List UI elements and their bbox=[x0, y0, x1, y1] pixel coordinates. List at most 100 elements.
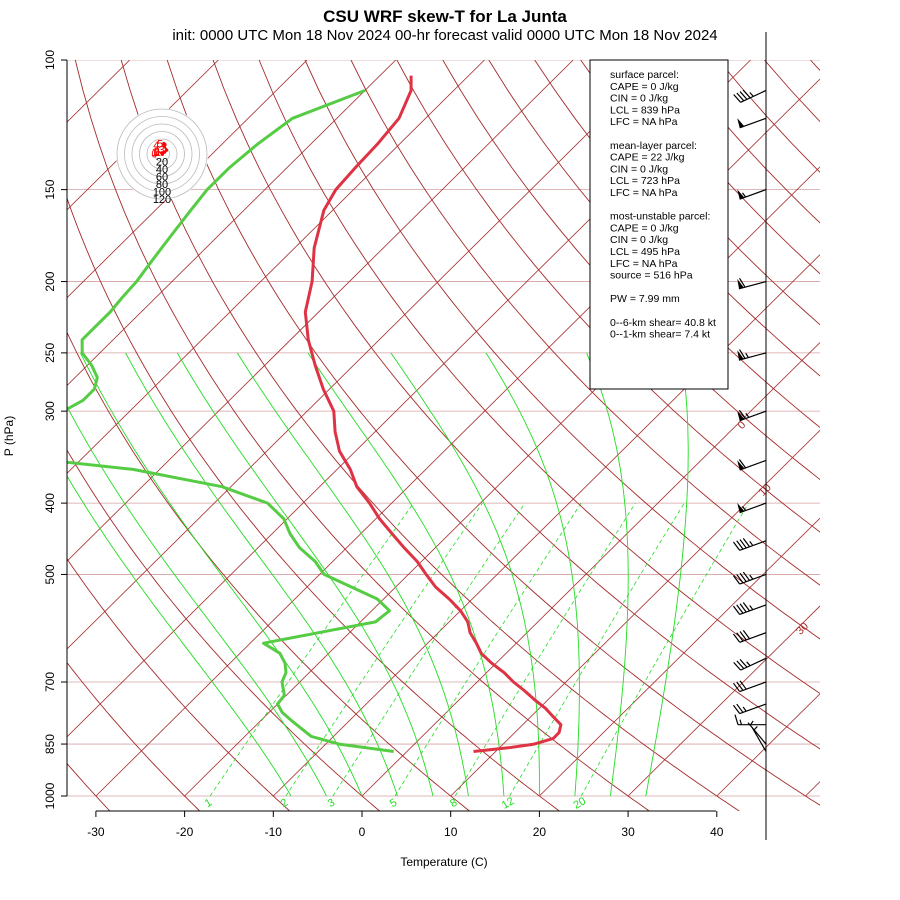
hodograph-height-label: 1 bbox=[155, 147, 161, 159]
y-tick-label: 300 bbox=[43, 401, 57, 421]
wind-barb bbox=[732, 703, 767, 715]
wind-barb-full-feather bbox=[739, 631, 747, 641]
moist-adiabat-line bbox=[67, 405, 327, 797]
info-line: PW = 7.99 mm bbox=[610, 293, 680, 305]
x-tick-label: 40 bbox=[710, 825, 724, 839]
wind-barbs bbox=[732, 89, 767, 752]
mixing-ratio-label: 5 bbox=[388, 797, 399, 810]
wind-barb bbox=[733, 657, 767, 671]
x-tick-label: 10 bbox=[444, 825, 458, 839]
info-line: 0--1-km shear= 7.4 kt bbox=[610, 329, 710, 341]
hodograph-ring bbox=[124, 116, 200, 192]
wind-barb-full-feather bbox=[742, 629, 751, 640]
dry-adiabat-line bbox=[488, 60, 820, 429]
mixing-ratio-line bbox=[285, 502, 483, 797]
isotherm-line bbox=[67, 60, 574, 562]
wind-barb-pennant bbox=[737, 278, 744, 289]
dry-adiabat-line bbox=[304, 60, 820, 640]
info-line: CAPE = 0 J/kg bbox=[610, 81, 679, 93]
wind-barb-full-feather bbox=[732, 633, 741, 643]
isotherm-line bbox=[805, 781, 820, 797]
dry-adiabat-line bbox=[764, 60, 820, 123]
info-line: CIN = 0 J/kg bbox=[610, 93, 668, 105]
wind-barb-pennant bbox=[737, 350, 744, 361]
x-tick-label: 30 bbox=[621, 825, 635, 839]
info-line: LCL = 495 hPa bbox=[610, 246, 680, 258]
wind-barb-full-feather bbox=[739, 277, 746, 288]
wind-barb-full-feather bbox=[736, 604, 744, 614]
moist-adiabat-line bbox=[236, 352, 469, 797]
moist-adiabat-line bbox=[67, 475, 292, 797]
moist-adiabat-line bbox=[586, 352, 629, 797]
wind-barb-staff bbox=[739, 703, 767, 715]
wind-barb-half-feather bbox=[749, 92, 754, 97]
y-axis-label: P (hPa) bbox=[2, 416, 16, 456]
wind-barb-full-feather bbox=[742, 571, 751, 581]
info-line: LFC = NA hPa bbox=[610, 187, 678, 199]
wind-barb-half-feather bbox=[745, 412, 750, 418]
wind-barb-full-feather bbox=[732, 704, 741, 714]
wind-barb-half-feather bbox=[742, 706, 747, 712]
y-tick-label: 150 bbox=[43, 179, 57, 199]
hodograph-height-label: 0 bbox=[151, 148, 157, 160]
dry-adiabat-line bbox=[718, 60, 820, 173]
y-tick-label: 100 bbox=[43, 50, 57, 70]
wind-barb-staff bbox=[738, 280, 767, 290]
wind-barb bbox=[732, 538, 767, 551]
wind-barb-half-feather bbox=[745, 352, 749, 358]
info-line: LCL = 723 hPa bbox=[610, 175, 680, 187]
moist-adiabat-line bbox=[79, 352, 363, 797]
hodograph-ring bbox=[116, 108, 208, 200]
wind-barb-full-feather bbox=[734, 714, 739, 725]
wind-barb-full-feather bbox=[733, 661, 742, 671]
hodograph-ring-label: 80 bbox=[156, 179, 168, 191]
info-line: most-unstable parcel: bbox=[610, 211, 710, 223]
wind-barb-pennant bbox=[737, 118, 745, 128]
isotherm-line bbox=[539, 517, 820, 797]
hodograph-height-label: 4 bbox=[153, 140, 159, 152]
wind-barb bbox=[732, 602, 767, 616]
dewpoint-profile bbox=[67, 89, 394, 753]
mixing-ratio-line bbox=[580, 502, 749, 797]
info-line: CIN = 0 J/kg bbox=[610, 234, 668, 246]
chart-subtitle: init: 0000 UTC Mon 18 Nov 2024 00-hr for… bbox=[172, 27, 717, 44]
wind-barb bbox=[737, 502, 767, 514]
isotherm-line bbox=[450, 429, 820, 797]
dry-adiabat-line bbox=[67, 661, 201, 811]
y-tick-label: 700 bbox=[43, 672, 57, 692]
dry-adiabat-line bbox=[120, 60, 740, 811]
wind-barb-full-feather bbox=[736, 703, 744, 713]
x-axis: -30 -20 -10 0 10 20 30 40 bbox=[87, 811, 724, 839]
sounding-profiles bbox=[67, 75, 563, 753]
isotherm-line bbox=[67, 60, 397, 387]
dry-adiabat-line bbox=[258, 60, 820, 695]
y-tick-label: 400 bbox=[43, 493, 57, 513]
wind-barb bbox=[737, 459, 767, 471]
wind-barb-half-feather bbox=[749, 541, 754, 546]
wind-barb-staff bbox=[740, 657, 767, 671]
wind-barb-staff bbox=[739, 681, 767, 693]
wind-barb-full-feather bbox=[739, 603, 747, 613]
info-line: CAPE = 22 J/kg bbox=[610, 152, 685, 164]
wind-barb bbox=[734, 714, 766, 726]
wind-barb-pennant bbox=[737, 460, 745, 470]
hodograph-ring bbox=[131, 123, 193, 185]
mixing-ratio-line bbox=[394, 502, 582, 797]
wind-barb-full-feather bbox=[742, 602, 751, 612]
isobar-lines bbox=[67, 60, 820, 797]
hodograph-ring-label: 120 bbox=[153, 194, 171, 206]
dry-adiabat-line bbox=[67, 197, 561, 811]
wind-barb-full-feather bbox=[732, 605, 741, 615]
dry-adiabat-line bbox=[74, 60, 651, 811]
hodograph-height-label: 1 bbox=[152, 147, 158, 159]
wind-barb-full-feather bbox=[742, 538, 751, 548]
wind-barb-full-feather bbox=[739, 572, 747, 582]
wind-barb-staff bbox=[739, 540, 767, 551]
moist-adiabat-line bbox=[485, 352, 580, 797]
isotherm-line bbox=[184, 166, 820, 797]
moist-adiabat-line bbox=[645, 352, 689, 797]
wind-barb-staff bbox=[751, 726, 767, 752]
info-line: CAPE = 0 J/kg bbox=[610, 222, 679, 234]
info-line: source = 516 hPa bbox=[610, 270, 693, 282]
